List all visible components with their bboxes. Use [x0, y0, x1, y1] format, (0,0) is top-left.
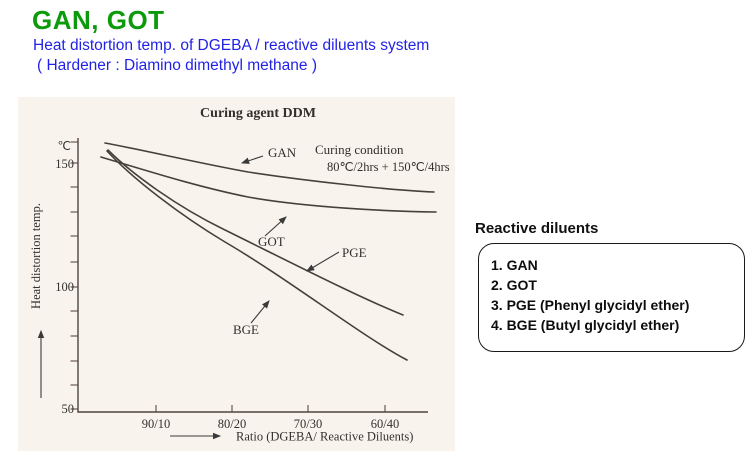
- chart-figure-panel: Curing agent DDM ℃ 150 100: [18, 97, 455, 451]
- x-tick-label-90-10: 90/10: [142, 417, 170, 431]
- reactive-diluents-list: 1. GAN 2. GOT 3. PGE (Phenyl glycidyl et…: [479, 244, 744, 335]
- curve-got: [100, 156, 437, 213]
- y-tick-label-150: 150: [55, 157, 74, 171]
- y-tick-label-100: 100: [55, 280, 74, 294]
- curing-condition-line2: 80℃/2hrs + 150℃/4hrs: [327, 160, 450, 174]
- reactive-diluents-box: 1. GAN 2. GOT 3. PGE (Phenyl glycidyl et…: [478, 243, 745, 352]
- y-tick-marks: [70, 141, 78, 410]
- page-title: GAN, GOT: [32, 5, 165, 35]
- page-subtitle-line1: Heat distortion temp. of DGEBA / reactiv…: [33, 37, 430, 54]
- curve-pge: [107, 149, 404, 316]
- chart-svg: Curing agent DDM ℃ 150 100: [29, 106, 450, 444]
- gan-curve-label: GAN: [268, 145, 297, 160]
- y-unit-label: ℃: [58, 139, 71, 153]
- pge-arrow: [306, 251, 340, 272]
- got-arrow: [264, 216, 287, 237]
- x-tick-label-60-40: 60/40: [371, 417, 399, 431]
- list-item-got: 2. GOT: [491, 277, 537, 293]
- got-curve-label: GOT: [258, 234, 285, 249]
- x-tick-label-70-30: 70/30: [294, 417, 322, 431]
- x-tick-label-80-20: 80/20: [218, 417, 246, 431]
- pge-curve-label: PGE: [342, 245, 367, 260]
- curve-gan: [104, 142, 435, 193]
- reactive-diluents-heading: Reactive diluents: [475, 220, 599, 237]
- curve-bge: [106, 150, 408, 361]
- gan-arrow: [240, 155, 264, 164]
- axis-lines: [77, 138, 428, 413]
- curing-condition-line1: Curing condition: [315, 142, 404, 157]
- list-item-bge: 4. BGE (Butyl glycidyl ether): [491, 317, 680, 333]
- list-item-pge: 3. PGE (Phenyl glycidyl ether): [491, 297, 690, 313]
- x-tick-marks: [155, 405, 386, 412]
- y-tick-label-50: 50: [62, 402, 75, 416]
- page-subtitle-line2: ( Hardener : Diamino dimethyl methane ): [37, 57, 317, 74]
- bge-curve-label: BGE: [233, 322, 259, 337]
- x-axis-label: Ratio (DGEBA/ Reactive Diluents): [236, 430, 413, 444]
- chart-title: Curing agent DDM: [200, 106, 316, 121]
- y-axis-label: Heat distortion temp.: [29, 203, 43, 309]
- list-item-gan: 1. GAN: [491, 257, 538, 273]
- bge-arrow: [250, 300, 270, 324]
